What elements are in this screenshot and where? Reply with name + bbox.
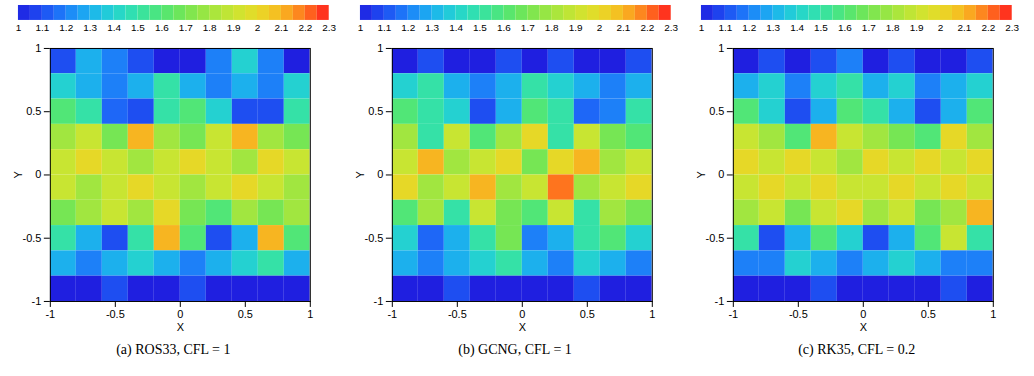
- svg-text:1.9: 1.9: [910, 22, 924, 33]
- svg-text:1: 1: [649, 308, 655, 320]
- svg-text:1.6: 1.6: [497, 22, 511, 33]
- svg-text:1.8: 1.8: [203, 22, 217, 33]
- svg-text:-1: -1: [32, 295, 42, 307]
- svg-text:0.5: 0.5: [368, 105, 383, 117]
- svg-text:0: 0: [377, 168, 383, 180]
- svg-text:-0.5: -0.5: [106, 308, 125, 320]
- svg-text:X: X: [177, 321, 185, 333]
- svg-text:2: 2: [596, 22, 602, 33]
- svg-text:1: 1: [307, 308, 313, 320]
- html-text:(b) GCNG, CFL = 1: (b) GCNG, CFL = 1: [458, 341, 572, 357]
- svg-text:1.4: 1.4: [449, 22, 463, 33]
- svg-text:1.9: 1.9: [568, 22, 582, 33]
- svg-text:1.4: 1.4: [790, 22, 804, 33]
- svg-text:1: 1: [357, 22, 363, 33]
- svg-text:X: X: [518, 321, 526, 333]
- svg-text:1.8: 1.8: [544, 22, 558, 33]
- svg-text:-0.5: -0.5: [364, 232, 383, 244]
- svg-text:0.5: 0.5: [579, 308, 594, 320]
- svg-text:-1: -1: [373, 295, 383, 307]
- svg-text:1: 1: [991, 308, 997, 320]
- html-text:(c) RK35, CFL = 0.2: (c) RK35, CFL = 0.2: [798, 341, 916, 357]
- svg-text:1.2: 1.2: [401, 22, 415, 33]
- html-text:(a) ROS33, CFL = 1: (a) ROS33, CFL = 1: [116, 341, 231, 357]
- svg-text:2.3: 2.3: [664, 22, 678, 33]
- svg-text:0: 0: [719, 168, 725, 180]
- svg-text:-1: -1: [45, 308, 55, 320]
- svg-text:2: 2: [255, 22, 261, 33]
- svg-text:1.4: 1.4: [107, 22, 121, 33]
- svg-text:2.1: 2.1: [958, 22, 972, 33]
- svg-text:1: 1: [16, 22, 22, 33]
- svg-text:0: 0: [519, 308, 525, 320]
- svg-text:1.1: 1.1: [377, 22, 391, 33]
- svg-text:1.2: 1.2: [59, 22, 73, 33]
- svg-text:1.1: 1.1: [35, 22, 49, 33]
- svg-text:0.5: 0.5: [921, 308, 936, 320]
- svg-text:1.3: 1.3: [767, 22, 781, 33]
- svg-text:1.5: 1.5: [131, 22, 145, 33]
- svg-text:2.3: 2.3: [322, 22, 336, 33]
- svg-text:1.2: 1.2: [743, 22, 757, 33]
- svg-text:0.5: 0.5: [238, 308, 253, 320]
- svg-text:1.1: 1.1: [719, 22, 733, 33]
- svg-text:-0.5: -0.5: [22, 232, 41, 244]
- svg-text:-0.5: -0.5: [789, 308, 808, 320]
- svg-text:1: 1: [35, 42, 41, 54]
- svg-text:-1: -1: [715, 295, 725, 307]
- svg-text:1.5: 1.5: [473, 22, 487, 33]
- svg-text:1.8: 1.8: [886, 22, 900, 33]
- svg-text:0: 0: [177, 308, 183, 320]
- svg-text:2: 2: [938, 22, 944, 33]
- svg-text:0.5: 0.5: [26, 105, 41, 117]
- svg-text:1.9: 1.9: [227, 22, 241, 33]
- svg-text:0: 0: [861, 308, 867, 320]
- svg-text:1: 1: [377, 42, 383, 54]
- svg-text:0: 0: [35, 168, 41, 180]
- svg-text:0.5: 0.5: [709, 105, 724, 117]
- svg-text:-1: -1: [387, 308, 397, 320]
- svg-text:Y: Y: [354, 170, 366, 178]
- svg-text:1: 1: [699, 22, 705, 33]
- svg-text:Y: Y: [696, 170, 708, 178]
- svg-text:-0.5: -0.5: [448, 308, 467, 320]
- svg-text:1: 1: [719, 42, 725, 54]
- svg-text:2.2: 2.2: [298, 22, 312, 33]
- svg-text:2.1: 2.1: [616, 22, 630, 33]
- svg-text:2.1: 2.1: [274, 22, 288, 33]
- svg-text:1.6: 1.6: [155, 22, 169, 33]
- svg-text:1.6: 1.6: [838, 22, 852, 33]
- svg-text:1.7: 1.7: [862, 22, 876, 33]
- svg-text:-1: -1: [729, 308, 739, 320]
- svg-text:1.5: 1.5: [814, 22, 828, 33]
- svg-text:1.7: 1.7: [521, 22, 535, 33]
- svg-text:1.3: 1.3: [425, 22, 439, 33]
- svg-text:Y: Y: [12, 170, 24, 178]
- svg-text:1.3: 1.3: [83, 22, 97, 33]
- svg-text:2.2: 2.2: [640, 22, 654, 33]
- svg-text:X: X: [860, 321, 868, 333]
- svg-text:2.2: 2.2: [982, 22, 996, 33]
- svg-text:2.3: 2.3: [1006, 22, 1020, 33]
- svg-text:-0.5: -0.5: [706, 232, 725, 244]
- svg-text:1.7: 1.7: [179, 22, 193, 33]
